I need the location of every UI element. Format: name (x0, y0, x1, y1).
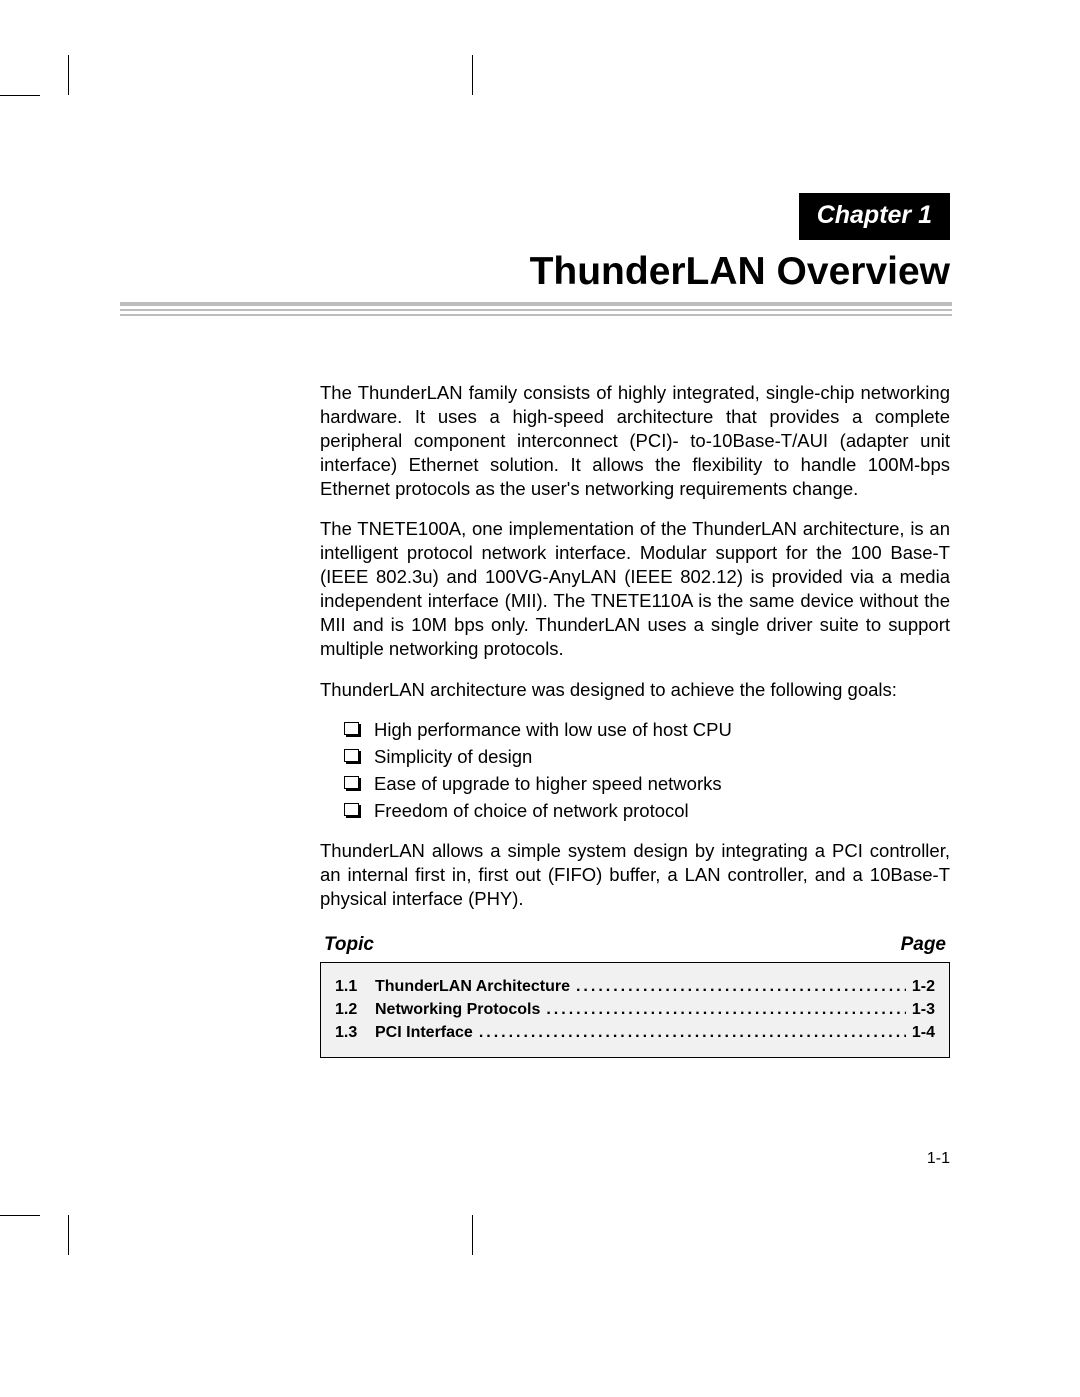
list-item: Freedom of choice of network protocol (344, 799, 950, 823)
goals-list: High performance with low use of host CP… (344, 718, 950, 823)
toc-row-num: 1.2 (335, 1001, 375, 1019)
toc-row: 1.3 PCI Interface 1-4 (335, 1024, 935, 1042)
page-number: 1-1 (927, 1150, 950, 1168)
paragraph: ThunderLAN architecture was designed to … (320, 678, 950, 702)
crop-mark (0, 1215, 40, 1216)
toc-row-page: 1-2 (906, 978, 935, 996)
toc-dots (546, 1001, 906, 1019)
list-item: High performance with low use of host CP… (344, 718, 950, 742)
toc: Topic Page 1.1 ThunderLAN Architecture 1… (320, 934, 950, 1058)
toc-row-page: 1-4 (906, 1024, 935, 1042)
toc-row-num: 1.3 (335, 1024, 375, 1042)
crop-mark (472, 55, 473, 95)
body-text: The ThunderLAN family consists of highly… (320, 381, 950, 927)
toc-row: 1.2 Networking Protocols 1-3 (335, 1001, 935, 1019)
list-item: Ease of upgrade to higher speed networks (344, 772, 950, 796)
toc-row-page: 1-3 (906, 1001, 935, 1019)
toc-dots (479, 1024, 906, 1042)
paragraph: The TNETE100A, one implementation of the… (320, 517, 950, 661)
toc-row: 1.1 ThunderLAN Architecture 1-2 (335, 978, 935, 996)
chapter-badge: Chapter 1 (799, 193, 950, 240)
chapter-title: ThunderLAN Overview (530, 250, 950, 294)
list-item: Simplicity of design (344, 745, 950, 769)
page: Chapter 1 ThunderLAN Overview The Thunde… (0, 0, 1080, 1397)
crop-mark (68, 55, 69, 95)
paragraph: ThunderLAN allows a simple system design… (320, 839, 950, 911)
crop-mark (0, 95, 40, 96)
toc-page-label: Page (901, 934, 946, 956)
toc-dots (576, 978, 906, 996)
crop-mark (472, 1215, 473, 1255)
toc-topic-label: Topic (324, 934, 374, 956)
toc-row-title: PCI Interface (375, 1024, 479, 1042)
crop-mark (68, 1215, 69, 1255)
toc-row-title: Networking Protocols (375, 1001, 546, 1019)
title-rules (120, 302, 952, 316)
toc-row-title: ThunderLAN Architecture (375, 978, 576, 996)
paragraph: The ThunderLAN family consists of highly… (320, 381, 950, 501)
toc-box: 1.1 ThunderLAN Architecture 1-2 1.2 Netw… (320, 962, 950, 1058)
toc-row-num: 1.1 (335, 978, 375, 996)
